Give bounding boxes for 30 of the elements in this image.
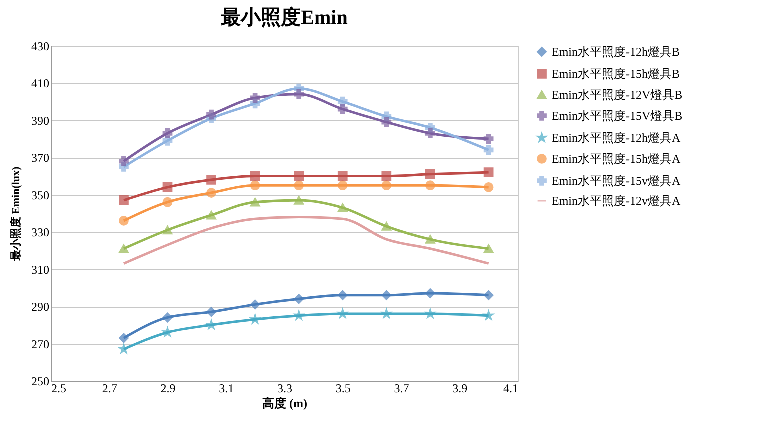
- legend-label: Emin水平照度-15h燈具B: [552, 67, 680, 81]
- legend-label: Emin水平照度-15V燈具B: [552, 109, 683, 123]
- x-tick-label: 2.7: [102, 382, 118, 396]
- y-tick-label: 270: [32, 337, 50, 352]
- x-tick-label: 3.3: [278, 382, 292, 396]
- x-tick-label: 2.9: [160, 382, 176, 396]
- y-tick-label: 290: [32, 300, 50, 314]
- y-tick-label: 310: [32, 262, 50, 277]
- x-tick-label: 3.9: [452, 382, 468, 396]
- y-tick-label: 410: [32, 76, 50, 91]
- legend-label: Emin水平照度-12h燈具B: [552, 45, 680, 59]
- x-tick-label: 4.1: [504, 382, 518, 396]
- legend-label: Emin水平照度-15v燈具A: [552, 174, 681, 188]
- legend-label: Emin水平照度-12v燈具A: [552, 194, 681, 208]
- y-tick-label: 390: [32, 114, 50, 128]
- y-tick-label: 350: [32, 188, 50, 202]
- y-tick-label: 430: [32, 40, 50, 54]
- x-tick-label: 3.5: [336, 382, 351, 396]
- x-tick-label: 3.1: [219, 382, 234, 396]
- x-axis-title: 高度 (m): [262, 396, 308, 410]
- legend-label: Emin水平照度-12V燈具B: [552, 88, 683, 102]
- x-tick-label: 2.5: [52, 382, 66, 396]
- x-tick-label: 3.7: [394, 382, 410, 396]
- chart-title: 最小照度Emin: [220, 6, 348, 29]
- legend-label: Emin水平照度-12h燈具A: [552, 131, 681, 145]
- y-tick-label: 250: [32, 374, 50, 388]
- y-axis-title: 最小照度 Emin(lux): [10, 166, 22, 262]
- y-tick-label: 370: [32, 151, 50, 166]
- y-tick-label: 330: [32, 226, 50, 240]
- legend-label: Emin水平照度-15h燈具A: [552, 152, 681, 166]
